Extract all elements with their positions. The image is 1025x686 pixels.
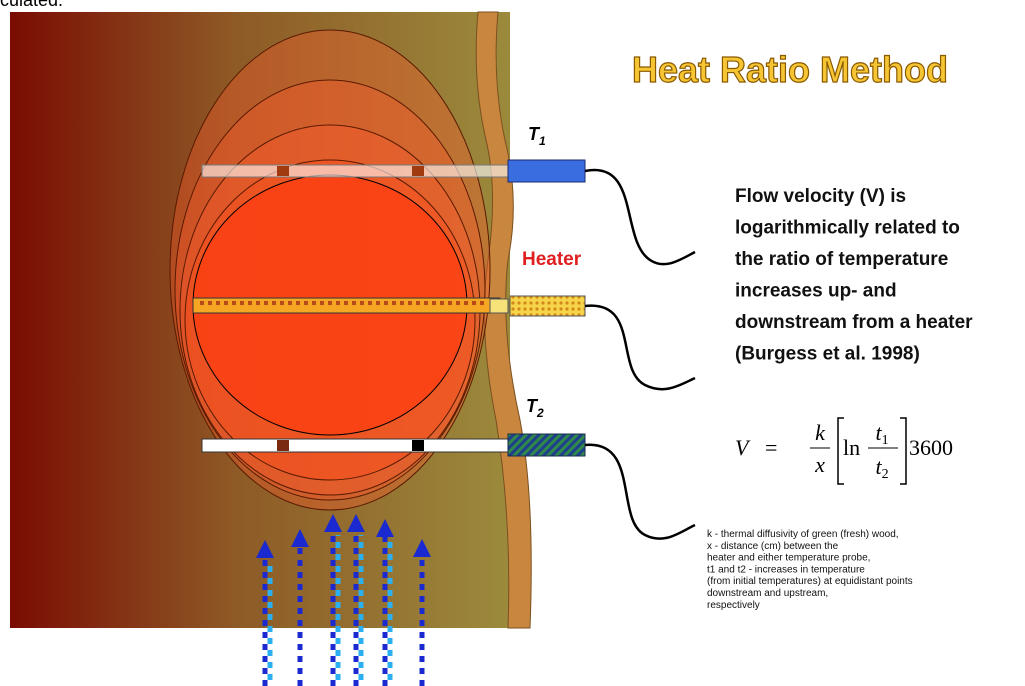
title: Heat Ratio Method: [632, 49, 948, 90]
definition-line: heater and either temperature probe,: [707, 553, 870, 564]
description: Flow velocity (V) is logarithmically rela…: [735, 186, 973, 365]
eq-numerator: k: [815, 420, 826, 445]
t2-label: T2: [526, 396, 544, 420]
description-line: logarithmically related to: [735, 218, 960, 239]
eq-equals: =: [765, 435, 777, 460]
description-line: (Burgess et al. 1998): [735, 344, 920, 365]
eq-top: t1: [875, 420, 888, 448]
eq-denominator: x: [814, 452, 825, 477]
heat-pulse: [169, 29, 491, 511]
cut-text: culated.: [0, 0, 63, 10]
definitions: k - thermal diffusivity of green (fresh)…: [707, 529, 913, 611]
description-line: increases up- and: [735, 281, 897, 302]
definition-line: (from initial temperatures) at equidista…: [707, 576, 913, 587]
definition-line: downstream and upstream,: [707, 588, 828, 599]
t1-label: T1: [528, 124, 546, 148]
eq-factor: 3600: [909, 435, 953, 460]
description-line: downstream from a heater: [735, 312, 973, 333]
heater-label: Heater: [522, 249, 582, 270]
definition-line: k - thermal diffusivity of green (fresh)…: [707, 529, 899, 540]
definition-line: x - distance (cm) between the: [707, 541, 839, 552]
definition-line: respectively: [707, 600, 760, 611]
bark: [475, 11, 532, 629]
eq-lhs: V: [735, 435, 751, 460]
eq-log: ln: [843, 435, 860, 460]
description-line: Flow velocity (V) is: [735, 186, 906, 207]
equation: V = k x ln t1 t2 3600: [735, 417, 953, 485]
eq-bottom: t2: [875, 454, 888, 482]
cables: [584, 168, 696, 540]
probes: [192, 159, 586, 457]
sap-flow-arrows: [256, 514, 431, 686]
definition-line: t1 and t2 - increases in temperature: [707, 564, 865, 575]
description-line: the ratio of temperature: [735, 249, 948, 270]
